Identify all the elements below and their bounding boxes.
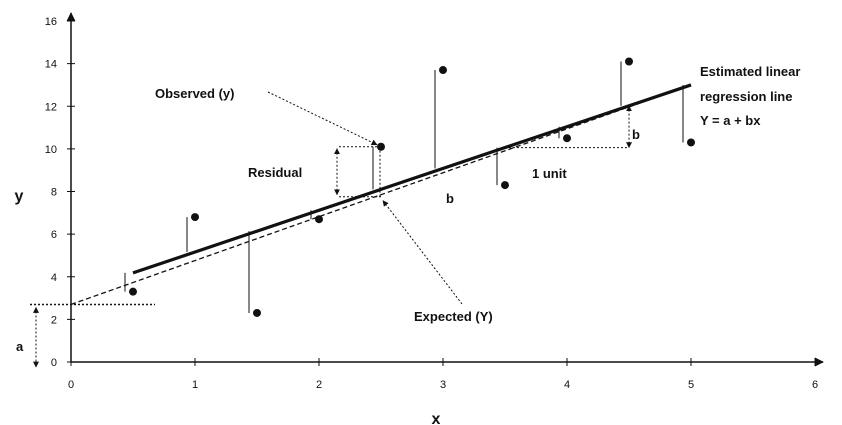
expected-label: Expected (Y) — [414, 309, 493, 324]
regression-lines — [70, 83, 692, 306]
y-tick-label: 0 — [51, 357, 57, 369]
data-point — [191, 213, 199, 222]
x-axis-title: x — [432, 411, 441, 425]
x-tick-label: 3 — [440, 379, 446, 391]
data-point — [439, 66, 447, 75]
slope-label-right: b — [632, 127, 640, 142]
x-tick-label: 1 — [192, 379, 198, 391]
data-point — [625, 57, 633, 66]
data-point — [129, 287, 137, 296]
data-point — [315, 215, 323, 224]
regression-label-line2: regression line — [700, 89, 792, 104]
x-tick-label: 6 — [812, 379, 818, 391]
y-tick-label: 4 — [51, 272, 57, 284]
data-point — [563, 134, 571, 143]
x-tick-label: 0 — [68, 379, 74, 391]
annotations — [30, 91, 632, 368]
intercept-label: a — [16, 339, 24, 354]
observed-label: Observed (y) — [155, 86, 234, 101]
x-tick-label: 2 — [316, 379, 322, 391]
y-axis-title: y — [15, 188, 24, 205]
regression-label-line1: Estimated linear — [700, 64, 800, 79]
y-tick-label: 6 — [51, 229, 57, 241]
regression-label-line3: Y = a + bx — [700, 113, 761, 128]
observed-pointer — [267, 91, 378, 146]
y-tick-label: 8 — [51, 187, 57, 199]
data-point — [253, 308, 261, 317]
one-unit-label: 1 unit — [532, 166, 567, 181]
x-tick-label: 4 — [564, 379, 570, 391]
y-tick-label: 2 — [51, 314, 57, 326]
y-tick-label: 12 — [45, 101, 57, 113]
data-point — [687, 138, 695, 147]
expected-regression-line — [70, 84, 692, 306]
data-point — [501, 181, 509, 190]
residual-lines — [124, 61, 684, 313]
estimated-regression-line — [132, 83, 692, 275]
y-tick-label: 10 — [45, 144, 57, 156]
data-points — [129, 57, 695, 317]
x-tick-label: 5 — [688, 379, 694, 391]
y-tick-label: 16 — [45, 16, 57, 28]
residual-label: Residual — [248, 165, 302, 180]
residual-guides — [337, 146, 381, 198]
slope-label-mid: b — [446, 191, 454, 206]
expected-pointer — [382, 200, 463, 305]
y-tick-label: 14 — [45, 59, 57, 71]
